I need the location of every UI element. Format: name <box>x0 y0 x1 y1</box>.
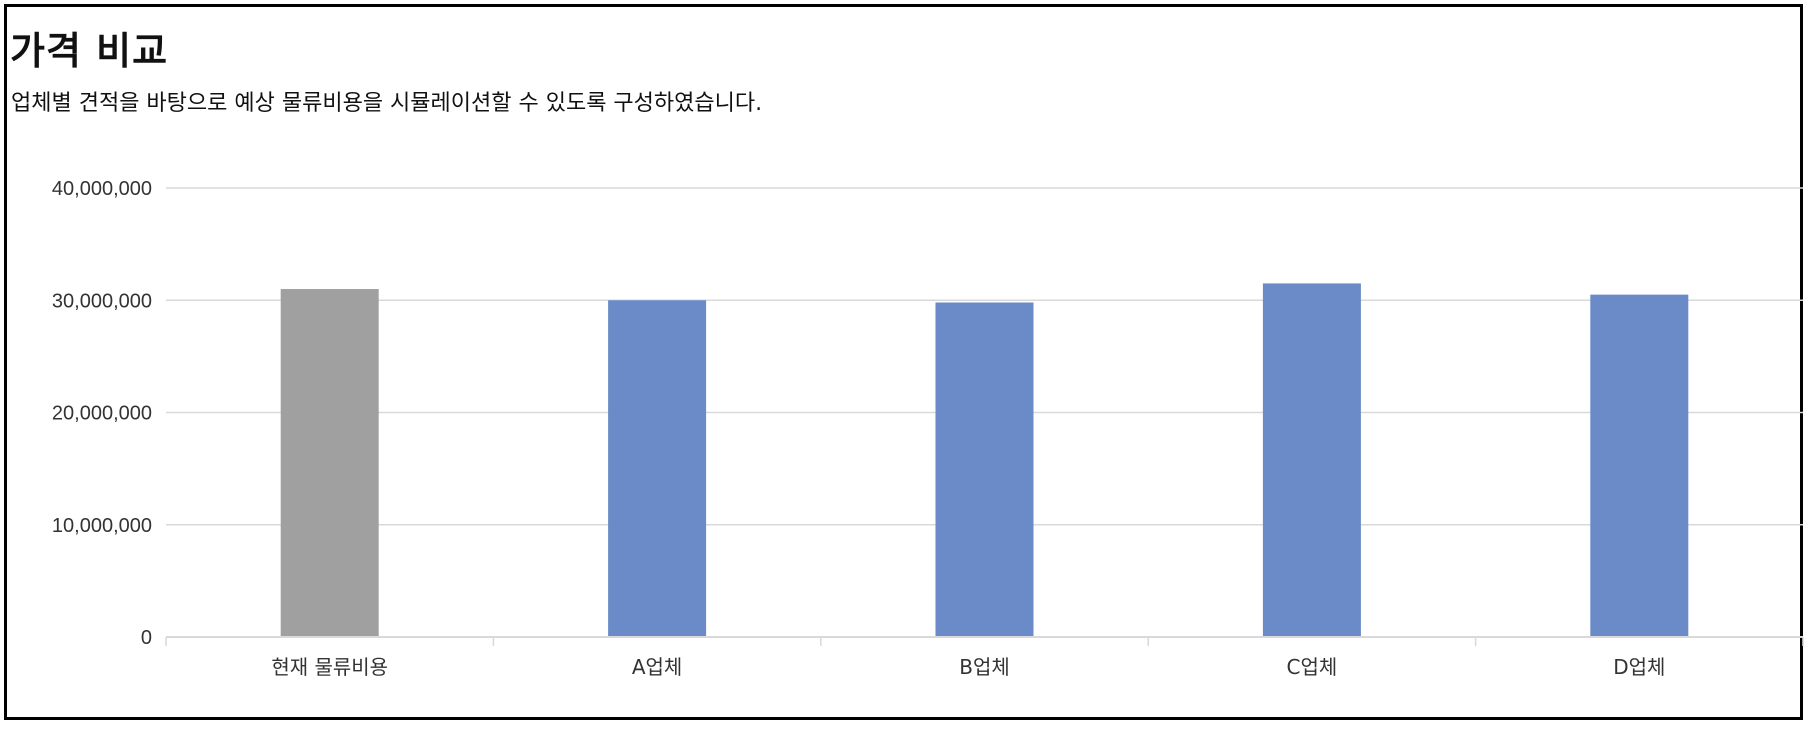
bar-4 <box>1262 283 1361 637</box>
y-tick-label: 20,000,000 <box>52 403 152 425</box>
y-axis-ticks: 0 10,000,000 20,000,000 30,000,000 40,000,00… <box>52 178 152 649</box>
bar-3 <box>935 302 1034 637</box>
bar-2 <box>608 300 707 637</box>
page-subtitle: 업체별 견적을 바탕으로 예상 물류비용을 시뮬레이션할 수 있도록 구성하였습… <box>11 91 763 116</box>
y-tick-label: 30,000,000 <box>52 290 152 312</box>
x-tick-label: D업체 <box>1613 655 1665 679</box>
x-axis-labels: 현재 물류비용 A업체 B업체 C업체 D업체 <box>271 655 1665 679</box>
page-title: 가격 비교 <box>10 29 169 73</box>
y-tick-label: 10,000,000 <box>52 515 152 537</box>
bar-1 <box>280 289 379 637</box>
y-tick-label: 40,000,000 <box>52 178 152 200</box>
y-tick-label: 0 <box>141 627 152 649</box>
x-tick-label: A업체 <box>632 655 682 679</box>
bar-5 <box>1590 294 1689 637</box>
x-axis <box>165 636 1804 646</box>
x-tick-label: 현재 물류비용 <box>271 655 388 679</box>
x-tick-label: B업체 <box>959 655 1010 679</box>
bars <box>280 283 1689 637</box>
x-tick-label: C업체 <box>1287 655 1338 679</box>
